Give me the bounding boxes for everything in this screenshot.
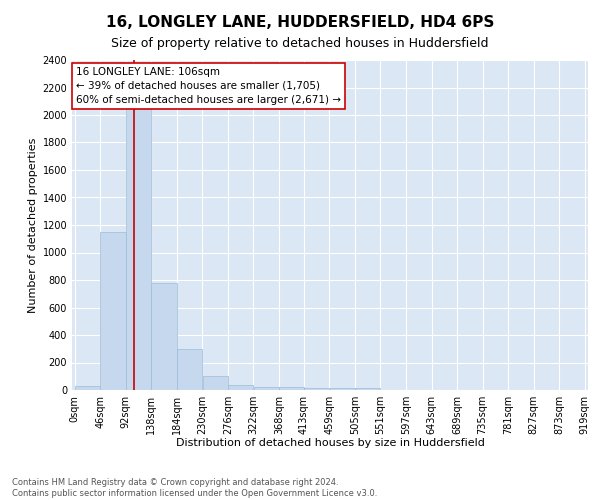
Bar: [329, 388, 355, 390]
Text: Size of property relative to detached houses in Huddersfield: Size of property relative to detached ho…: [111, 38, 489, 51]
Bar: [254, 386, 279, 390]
Bar: [304, 388, 329, 390]
Bar: [279, 387, 304, 390]
Y-axis label: Number of detached properties: Number of detached properties: [28, 138, 38, 312]
Bar: [177, 350, 202, 390]
Text: Contains HM Land Registry data © Crown copyright and database right 2024.
Contai: Contains HM Land Registry data © Crown c…: [12, 478, 377, 498]
Bar: [75, 386, 100, 390]
X-axis label: Distribution of detached houses by size in Huddersfield: Distribution of detached houses by size …: [176, 438, 484, 448]
Bar: [228, 384, 253, 390]
Bar: [100, 232, 125, 390]
Text: 16, LONGLEY LANE, HUDDERSFIELD, HD4 6PS: 16, LONGLEY LANE, HUDDERSFIELD, HD4 6PS: [106, 15, 494, 30]
Bar: [151, 284, 177, 390]
Bar: [126, 88, 151, 390]
Text: 16 LONGLEY LANE: 106sqm
← 39% of detached houses are smaller (1,705)
60% of semi: 16 LONGLEY LANE: 106sqm ← 39% of detache…: [76, 67, 341, 105]
Bar: [355, 388, 380, 390]
Bar: [203, 376, 228, 390]
